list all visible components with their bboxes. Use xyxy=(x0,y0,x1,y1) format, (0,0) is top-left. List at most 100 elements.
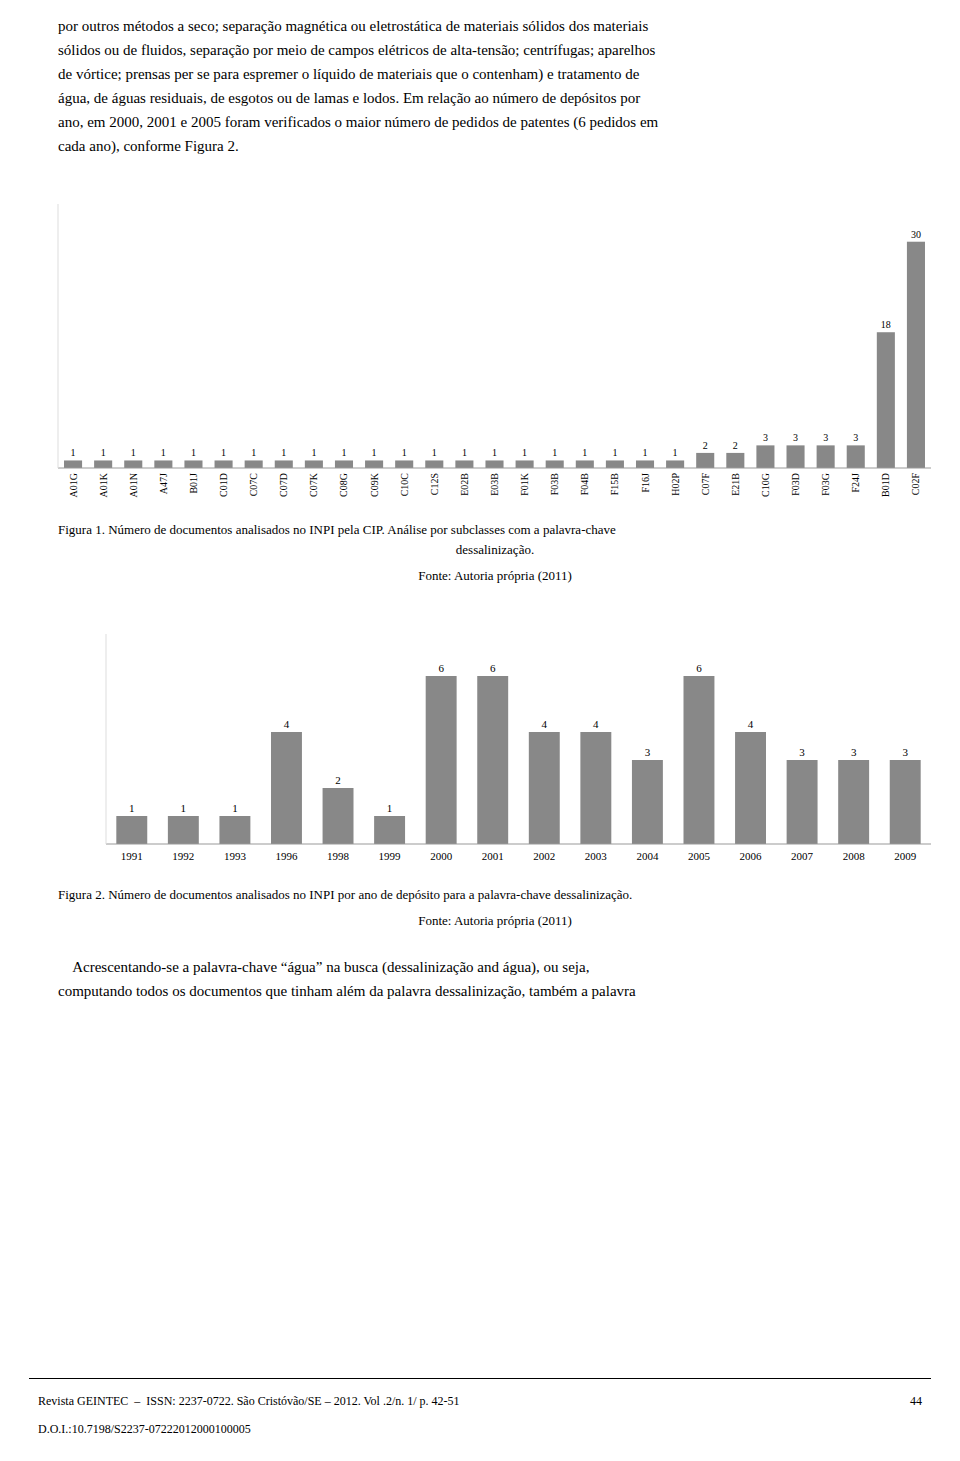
x-axis-line xyxy=(58,468,931,469)
bar xyxy=(425,460,443,468)
bar xyxy=(154,460,172,468)
bar xyxy=(374,816,405,844)
data-label: 3 xyxy=(763,432,768,443)
bar xyxy=(275,460,293,468)
body-line: sólidos ou de fluidos, separação por mei… xyxy=(58,38,932,62)
data-label: 1 xyxy=(71,447,76,458)
bar xyxy=(684,676,715,844)
x-tick-label: 2005 xyxy=(688,850,711,862)
footer-right: 44 xyxy=(910,1394,922,1409)
data-label: 1 xyxy=(522,447,527,458)
bar xyxy=(124,460,142,468)
data-label: 1 xyxy=(232,802,238,814)
bar xyxy=(455,460,473,468)
data-label: 1 xyxy=(582,447,587,458)
bar-chart: 1111111111111111111112233331830A01GA01KA… xyxy=(0,180,960,510)
bar xyxy=(756,445,774,468)
x-tick-label: F01K xyxy=(519,472,530,496)
data-label: 4 xyxy=(593,718,599,730)
bar xyxy=(116,816,147,844)
bar xyxy=(877,332,895,468)
x-tick-label: B01J xyxy=(188,473,199,494)
data-label: 1 xyxy=(492,447,497,458)
x-tick-label: 2009 xyxy=(894,850,917,862)
x-tick-label: 2001 xyxy=(482,850,504,862)
x-tick-label: 2006 xyxy=(740,850,763,862)
body-line: água, de águas residuais, de esgotos ou … xyxy=(58,86,932,110)
data-label: 2 xyxy=(703,440,708,451)
bar xyxy=(426,676,457,844)
bottom-line: Acrescentando-se a palavra-chave “água” … xyxy=(58,955,932,979)
body-line: ano, em 2000, 2001 e 2005 foram verifica… xyxy=(58,110,932,134)
x-tick-label: E21B xyxy=(730,473,741,496)
y-axis-line xyxy=(58,204,59,468)
x-tick-label: C08G xyxy=(338,473,349,497)
x-tick-label: C10G xyxy=(760,473,771,497)
x-tick-label: F15B xyxy=(609,473,620,496)
data-label: 1 xyxy=(101,447,106,458)
x-axis-line xyxy=(106,844,931,845)
title: Figura 2. Número de documentos analisado… xyxy=(58,885,932,905)
data-label: 1 xyxy=(221,447,226,458)
bottom-line: computando todos os documentos que tinha… xyxy=(58,979,932,1003)
x-tick-label: E02B xyxy=(459,473,470,496)
data-label: 2 xyxy=(335,774,341,786)
data-label: 1 xyxy=(129,802,135,814)
bar xyxy=(838,760,869,844)
bar xyxy=(516,460,534,468)
bar xyxy=(215,460,233,468)
x-tick-label: F03B xyxy=(549,473,560,496)
x-tick-label: F04B xyxy=(579,473,590,496)
data-label: 1 xyxy=(612,447,617,458)
data-label: 1 xyxy=(673,447,678,458)
data-label: 6 xyxy=(696,662,702,674)
title: Figura 1. Número de documentos analisado… xyxy=(58,520,932,540)
footer-doi: D.O.I.:10.7198/S2237-07222012000100005 xyxy=(38,1422,251,1437)
data-label: 3 xyxy=(823,432,828,443)
data-label: 1 xyxy=(181,802,187,814)
data-label: 4 xyxy=(542,718,548,730)
data-label: 1 xyxy=(387,802,393,814)
body-line: por outros métodos a seco; separação mag… xyxy=(58,14,932,38)
bottom-text: Acrescentando-se a palavra-chave “água” … xyxy=(58,955,932,1003)
footer-rule xyxy=(29,1378,931,1379)
x-tick-label: C07F xyxy=(700,473,711,496)
data-label: 6 xyxy=(438,662,444,674)
data-label: 6 xyxy=(490,662,496,674)
bar xyxy=(576,460,594,468)
bar xyxy=(787,760,818,844)
x-tick-label: 2007 xyxy=(791,850,814,862)
x-tick-label: C07C xyxy=(248,473,259,497)
bar xyxy=(64,460,82,468)
bar xyxy=(907,242,925,468)
bar xyxy=(219,816,250,844)
bar xyxy=(817,445,835,468)
bar xyxy=(271,732,302,844)
x-tick-label: H02P xyxy=(670,473,681,496)
x-tick-label: F03D xyxy=(790,473,801,496)
annotation: Fonte: Autoria própria (2011) xyxy=(58,566,932,586)
x-tick-label: C01D xyxy=(218,473,229,497)
data-label: 1 xyxy=(402,447,407,458)
bar xyxy=(632,760,663,844)
x-tick-label: A01K xyxy=(98,472,109,497)
data-label: 1 xyxy=(161,447,166,458)
data-label: 1 xyxy=(131,447,136,458)
x-tick-label: E03B xyxy=(489,473,500,496)
x-tick-label: 2002 xyxy=(533,850,555,862)
body-line: cada ano), conforme Figura 2. xyxy=(58,134,932,158)
bar xyxy=(890,760,921,844)
bars xyxy=(64,242,925,468)
x-tick-label: A01G xyxy=(68,473,79,497)
data-label: 1 xyxy=(281,447,286,458)
bar xyxy=(335,460,353,468)
data-label: 3 xyxy=(853,432,858,443)
bar xyxy=(94,460,112,468)
annotation: Fonte: Autoria própria (2011) xyxy=(58,911,932,931)
bar xyxy=(323,788,354,844)
data-label: 2 xyxy=(733,440,738,451)
x-tick-label: 1996 xyxy=(275,850,298,862)
bar xyxy=(184,460,202,468)
x-tick-label: 1999 xyxy=(379,850,402,862)
bar xyxy=(477,676,508,844)
